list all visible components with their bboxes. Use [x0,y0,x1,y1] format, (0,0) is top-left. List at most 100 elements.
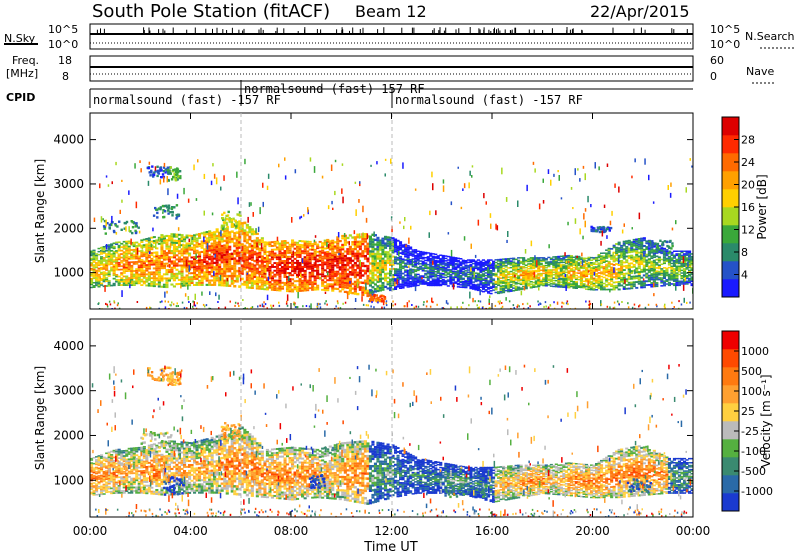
echo-patch-cell [116,225,119,228]
echo-cell [115,280,119,283]
echo-cell [311,288,315,291]
echo-cell [564,276,568,279]
echo-cell [512,273,516,275]
echo-cell [318,240,322,243]
echo-cell [683,260,687,262]
echo-cell [348,271,352,274]
echo-cell [253,273,257,276]
echo-cell [165,262,169,265]
echo-cell [361,286,365,289]
echo-cell [273,262,277,264]
echo-cell [522,280,526,283]
echo-cell [419,267,423,269]
echo-cell [162,237,166,240]
echo-cell [260,261,264,264]
echo-cell [343,239,347,242]
echo-cell [145,238,149,240]
echo-cell [622,250,626,253]
echo-cell [210,270,214,273]
echo-patch-cell [228,218,231,221]
echo-cell [652,254,656,257]
echo-cell [597,255,601,257]
echo-cell [291,261,295,264]
echo-cell [630,249,634,251]
echo-cell [600,278,604,281]
echo-cell [552,271,556,273]
echo-cell [404,248,408,251]
echo-cell [655,270,659,273]
echo-cell [411,270,415,272]
echo-cell [537,260,541,262]
echo-cell [607,274,611,276]
echo-cell [647,260,651,262]
echo-patch-cell [153,171,156,174]
echo-cell [409,274,413,277]
echo-cell [562,271,566,273]
echo-patch-cell [161,173,165,176]
echo-cell [685,264,689,266]
echo-cell [301,246,305,249]
echo-cell [461,286,465,289]
echo-cell [554,272,558,275]
echo-cell [366,245,370,248]
echo-cell [152,273,156,276]
echo-cell [275,269,279,272]
echo-cell [585,268,589,270]
echo-cell [283,252,287,254]
echo-cell [366,277,370,280]
echo-cell [544,280,548,282]
echo-cell [125,270,129,272]
echo-cell [306,246,310,249]
echo-cell [582,286,586,289]
echo-cell [652,261,656,264]
echo-cell [341,270,345,273]
echo-cell [265,256,269,259]
echo-cell [308,252,312,255]
echo-cell [278,248,282,251]
echo-cell [670,254,674,257]
echo-cell [454,257,458,259]
echo-cell [439,266,443,269]
echo-cell [323,289,327,292]
echo-cell [353,283,357,286]
echo-cell [522,288,526,290]
echo-cell [288,245,292,248]
echo-cell [451,264,455,267]
echo-cell [183,238,187,241]
echo-cell [177,260,181,263]
echo-cell [625,246,629,248]
echo-cell [361,252,365,255]
echo-cell [376,264,380,267]
echo-cell [245,226,249,229]
echo-cell [140,284,144,286]
echo-cell [338,261,342,264]
echo-cell [371,271,375,275]
echo-cell [514,276,518,279]
echo-cell [449,264,453,266]
echo-cell [657,259,661,262]
echo-cell [595,282,599,284]
echo-cell [185,274,189,277]
echo-patch-cell [160,169,163,172]
echo-patch-cell [229,218,233,221]
echo-cell [542,272,546,275]
echo-cell [218,259,222,262]
echo-cell [205,239,209,242]
echo-cell [220,270,224,273]
echo-cell [245,231,249,234]
echo-cell [690,266,693,269]
echo-cell [421,264,425,267]
echo-cell [688,270,692,273]
echo-cell [683,262,687,265]
echo-cell [198,261,202,264]
echo-cell [165,279,169,282]
echo-cell [612,257,616,259]
echo-cell [313,275,317,278]
echo-cell [157,263,161,266]
echo-cell [391,247,395,250]
echo-cell [630,254,634,257]
echo-cell [160,242,164,245]
echo-cell [474,275,478,278]
echo-patch-cell [166,206,169,209]
echo-cell [130,256,134,258]
